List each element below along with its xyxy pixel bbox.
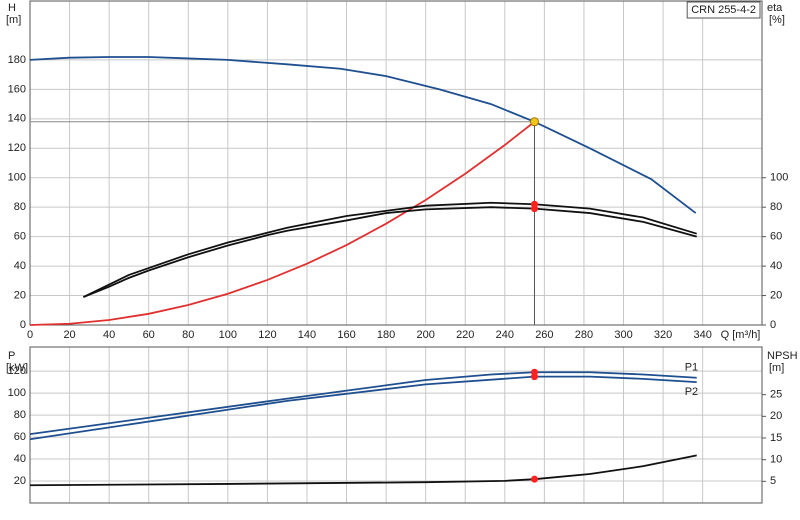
y-tick-label: 0 xyxy=(20,319,26,331)
y2-tick-label: 80 xyxy=(770,201,782,213)
x-tick-label: 260 xyxy=(535,329,553,341)
curve xyxy=(29,375,697,441)
y-tick-label: 100 xyxy=(8,387,26,399)
curve-label: P2 xyxy=(685,386,698,398)
y2-tick-label: 10 xyxy=(770,454,782,466)
marker xyxy=(530,200,538,208)
y2-axis-unit: [%] xyxy=(769,14,785,26)
plot-frame xyxy=(29,346,763,504)
curve xyxy=(83,206,697,298)
x-tick-label: 220 xyxy=(456,329,474,341)
y2-tick-label: 60 xyxy=(770,231,782,243)
x-tick-label: 100 xyxy=(219,329,237,341)
y-tick-label: 60 xyxy=(14,231,26,243)
plot-frame xyxy=(29,0,763,326)
y-tick-label: 40 xyxy=(14,260,26,272)
y2-axis-label: NPSH xyxy=(767,350,798,362)
y-axis-unit: [kW] xyxy=(6,362,28,374)
y2-axis-label: eta xyxy=(767,2,783,14)
x-tick-label: 180 xyxy=(377,329,395,341)
marker xyxy=(530,475,538,483)
duty-point xyxy=(529,117,539,127)
y-tick-label: 160 xyxy=(8,83,26,95)
y-tick-label: 20 xyxy=(14,289,26,301)
curve xyxy=(83,201,697,298)
chart-title: CRN 255-4-2 xyxy=(691,4,756,16)
y-tick-label: 80 xyxy=(14,201,26,213)
y-tick-label: 120 xyxy=(8,142,26,154)
y-axis-label: P xyxy=(8,350,15,362)
y2-tick-label: 40 xyxy=(770,260,782,272)
y2-tick-label: 0 xyxy=(770,319,776,331)
y-tick-label: 80 xyxy=(14,409,26,421)
y-tick-label: 140 xyxy=(8,113,26,125)
y-axis-label: H xyxy=(8,2,16,14)
y-tick-label: 100 xyxy=(8,172,26,184)
x-tick-label: 40 xyxy=(103,329,115,341)
curve xyxy=(29,121,536,326)
x-tick-label: 300 xyxy=(614,329,632,341)
x-tick-label: 20 xyxy=(63,329,75,341)
y-tick-label: 20 xyxy=(14,475,26,487)
curve xyxy=(29,56,697,214)
x-tick-label: 240 xyxy=(496,329,514,341)
y-tick-label: 60 xyxy=(14,431,26,443)
y-tick-label: 120 xyxy=(8,365,26,377)
x-tick-label: 200 xyxy=(416,329,434,341)
title-box xyxy=(686,1,761,19)
x-tick-label: 160 xyxy=(337,329,355,341)
y-tick-label: 40 xyxy=(14,453,26,465)
y-axis-unit: [m] xyxy=(6,14,21,26)
y2-tick-label: 5 xyxy=(770,475,776,487)
y-tick-label: 180 xyxy=(8,54,26,66)
x-tick-label: 0 xyxy=(27,329,33,341)
y2-tick-label: 20 xyxy=(770,289,782,301)
x-axis-label: Q [m³/h] xyxy=(721,329,761,341)
x-tick-label: 120 xyxy=(258,329,276,341)
marker xyxy=(530,373,538,381)
x-tick-label: 280 xyxy=(575,329,593,341)
y2-tick-label: 100 xyxy=(770,172,788,184)
x-tick-label: 60 xyxy=(143,329,155,341)
y2-tick-label: 20 xyxy=(770,410,782,422)
y2-axis-unit: [m] xyxy=(769,362,784,374)
x-tick-label: 340 xyxy=(693,329,711,341)
x-tick-label: 320 xyxy=(654,329,672,341)
y2-tick-label: 25 xyxy=(770,389,782,401)
x-tick-label: 80 xyxy=(182,329,194,341)
curve-label: P1 xyxy=(685,362,698,374)
curve xyxy=(29,454,697,487)
curve xyxy=(29,371,697,436)
x-tick-label: 140 xyxy=(298,329,316,341)
y2-tick-label: 15 xyxy=(770,432,782,444)
